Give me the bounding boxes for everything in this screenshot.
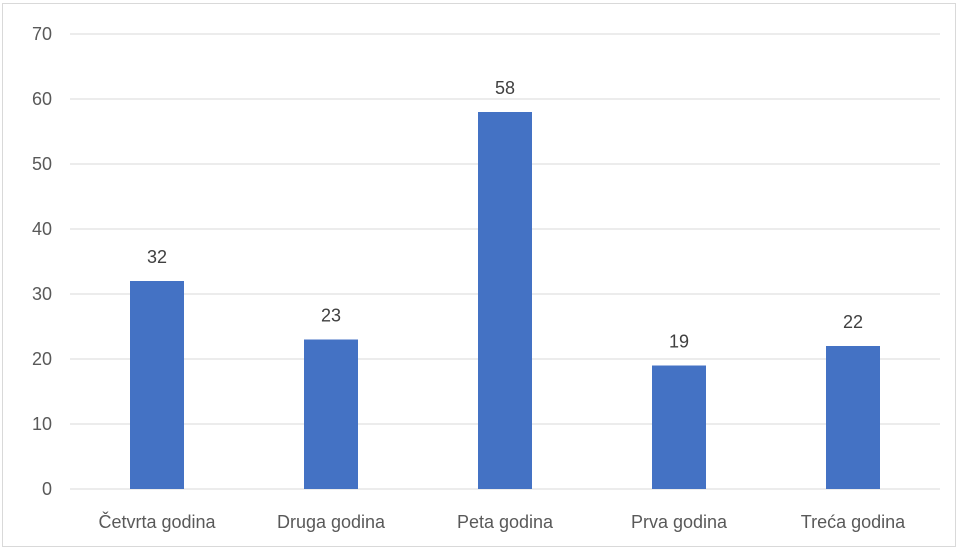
data-label-5: 22 [843,312,863,332]
y-tick-label-20: 20 [32,349,52,369]
y-tick-label-0: 0 [42,479,52,499]
y-tick-label-50: 50 [32,154,52,174]
data-label-2: 23 [321,306,341,326]
category-label-4: Prva godina [631,512,728,532]
bars [130,112,880,489]
bar-4 [652,365,706,489]
category-label-3: Peta godina [457,512,554,532]
bar-5 [826,346,880,489]
y-tick-label-10: 10 [32,414,52,434]
y-tick-label-30: 30 [32,284,52,304]
category-label-1: Četvrta godina [98,511,216,532]
y-axis-tick-labels: 0 10 20 30 40 50 60 70 [32,24,52,499]
x-axis-category-labels: Četvrta godina Druga godina Peta godina Prv… [98,511,906,532]
y-tick-label-70: 70 [32,24,52,44]
category-label-2: Druga godina [277,512,386,532]
bar-2 [304,339,358,489]
data-label-1: 32 [147,247,167,267]
data-label-4: 19 [669,332,689,352]
data-labels: 32 23 58 19 22 [147,78,863,352]
category-label-5: Treća godina [801,512,906,532]
y-tick-label-60: 60 [32,89,52,109]
data-label-3: 58 [495,78,515,98]
bar-1 [130,281,184,489]
y-tick-label-40: 40 [32,219,52,239]
bar-3 [478,112,532,489]
